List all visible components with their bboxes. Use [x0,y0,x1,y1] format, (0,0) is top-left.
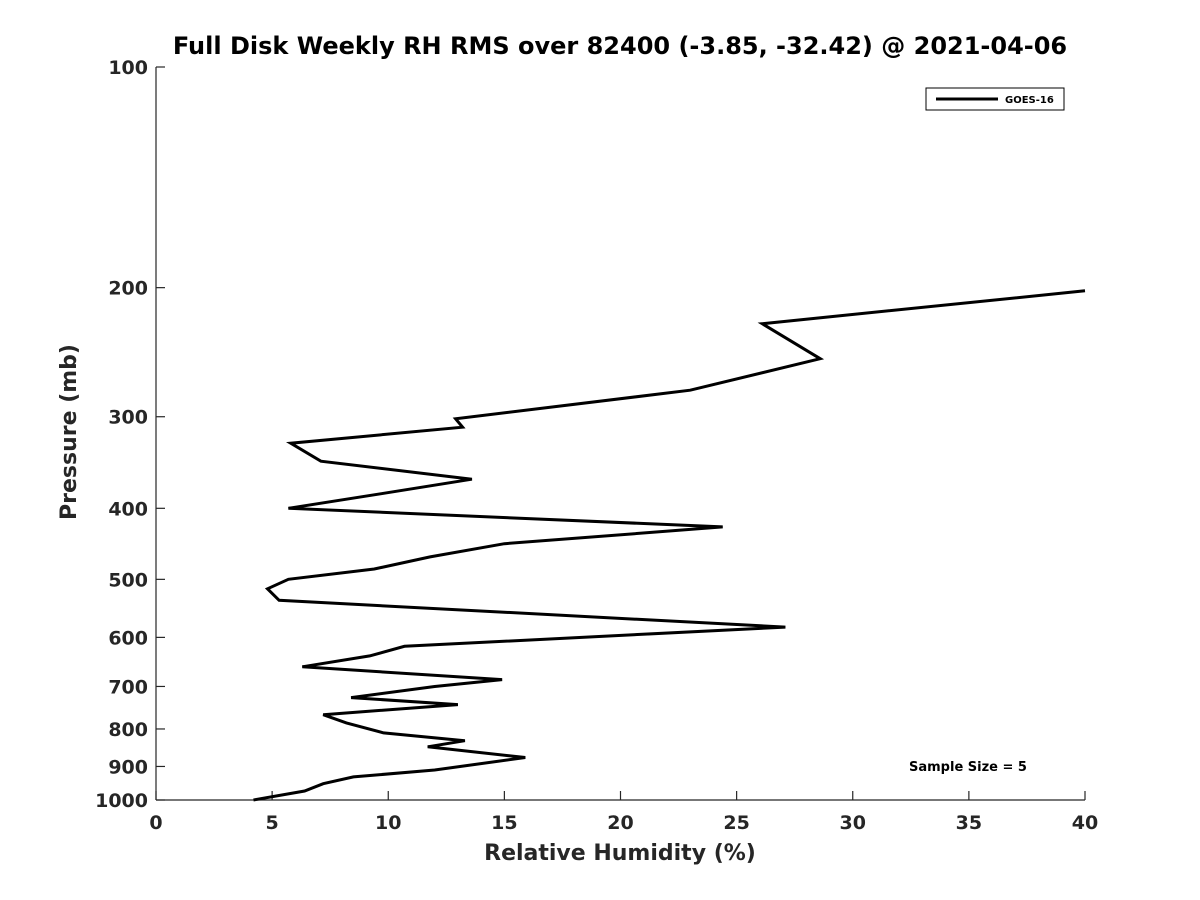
plot-axes [155,67,1085,801]
y-tick-label: 800 [108,719,148,741]
y-tick-label: 200 [108,278,148,300]
y-tick-label: 500 [108,569,148,591]
series-line-goes-16 [253,289,1086,802]
legend-label-goes-16: GOES-16 [1005,95,1054,106]
x-tick-label: 35 [956,812,982,834]
y-tick-label: 400 [108,498,148,520]
y-axis-ticks: 100 200 300 400 500 600 700 800 900 1000 [95,57,165,812]
sample-size-annotation: Sample Size = 5 [909,760,1027,775]
y-tick-label: 1000 [95,790,148,812]
legend: GOES-16 [925,87,1065,111]
x-tick-label: 10 [375,812,401,834]
x-tick-label: 40 [1072,812,1098,834]
y-tick-label: 300 [108,407,148,429]
y-tick-label: 600 [108,627,148,649]
y-tick-label: 900 [108,756,148,778]
y-axis-label: Pressure (mb) [57,344,82,520]
x-tick-label: 15 [491,812,517,834]
y-tick-label: 100 [108,57,148,79]
x-tick-label: 20 [607,812,633,834]
y-tick-label: 700 [108,676,148,698]
x-tick-label: 25 [723,812,749,834]
x-tick-label: 30 [840,812,866,834]
x-tick-label: 5 [266,812,279,834]
chart-title: Full Disk Weekly RH RMS over 82400 (-3.8… [173,32,1067,60]
x-tick-label: 0 [149,812,162,834]
x-axis-label: Relative Humidity (%) [484,841,756,866]
x-axis-ticks: 0 5 10 15 20 25 30 35 40 [149,791,1098,834]
